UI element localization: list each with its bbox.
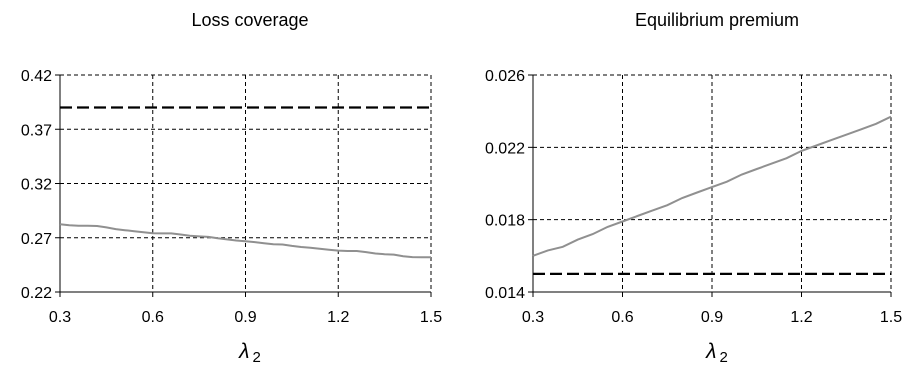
y-tick-label: 0.022	[485, 140, 525, 157]
y-tick-label: 0.018	[485, 213, 525, 230]
y-tick-label: 0.32	[21, 177, 52, 194]
x-tick-label: 1.2	[790, 309, 812, 326]
x-tick-label: 0.6	[142, 309, 164, 326]
x-tick-label: 0.9	[701, 309, 723, 326]
x-tick-label: 0.9	[234, 309, 256, 326]
x-tick-label: 1.5	[880, 309, 902, 326]
x-tick-label: 0.3	[522, 309, 544, 326]
y-tick-label: 0.22	[21, 285, 52, 302]
data-series-line	[532, 115, 892, 257]
y-tick-label: 0.37	[21, 122, 52, 139]
x-tick-label: 0.6	[611, 309, 633, 326]
loss-coverage-chart: Loss coverage 0.22 0.27 0.32 0.37 0.42 0.3 0.6 0…	[21, 10, 442, 366]
chart-title: Loss coverage	[191, 10, 308, 30]
x-tick-label: 1.5	[420, 309, 442, 326]
data-series-line	[59, 223, 431, 259]
y-tick-label: 0.014	[485, 285, 525, 302]
x-tick-label: 0.3	[49, 309, 71, 326]
y-tick-label: 0.42	[21, 68, 52, 85]
y-tick-label: 0.27	[21, 231, 52, 248]
equilibrium-premium-chart: Equilibrium premium 0.014 0.018 0.022 0.026 0…	[485, 10, 902, 366]
x-tick-label: 1.2	[327, 309, 349, 326]
y-tick-label: 0.026	[485, 68, 525, 85]
chart-title: Equilibrium premium	[635, 10, 799, 30]
